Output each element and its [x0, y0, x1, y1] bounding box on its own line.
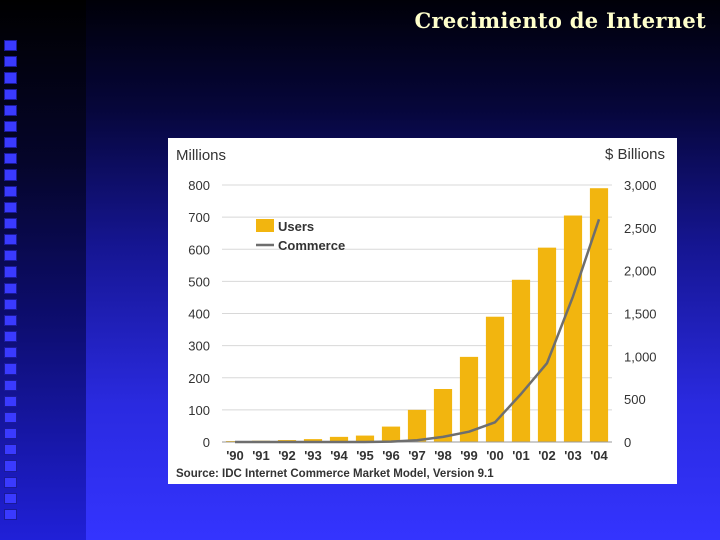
- category-label: '99: [460, 448, 478, 463]
- category-label: '90: [226, 448, 244, 463]
- left-tick-label: 800: [188, 178, 210, 193]
- bar-users: [485, 316, 505, 442]
- left-tick-label: 700: [188, 210, 210, 225]
- decorative-square: [4, 201, 17, 213]
- line-commerce: [235, 218, 601, 444]
- decorative-square: [4, 331, 17, 343]
- right-tick-label: 500: [624, 392, 646, 407]
- left-tick-label: 300: [188, 339, 210, 354]
- decorative-square: [4, 72, 17, 84]
- decorative-square: [4, 266, 17, 278]
- decorative-square: [4, 444, 17, 456]
- decorative-square: [4, 40, 17, 52]
- decorative-square: [4, 56, 17, 68]
- category-label: '02: [538, 448, 556, 463]
- category-label: '01: [512, 448, 530, 463]
- decorative-square: [4, 314, 17, 327]
- left-tick-label: 400: [188, 307, 210, 322]
- bar-users: [407, 409, 427, 442]
- decorative-square: [4, 282, 17, 294]
- bar-users: [355, 435, 375, 442]
- decorative-square: [4, 169, 17, 181]
- left-tick-label: 600: [188, 242, 210, 257]
- bar-users: [563, 215, 583, 442]
- decorative-square: [4, 185, 17, 197]
- legend-label-users: Users: [278, 219, 314, 234]
- decorative-square: [4, 379, 17, 391]
- slide-title: Crecimiento de Internet: [414, 8, 706, 33]
- category-label: '96: [382, 448, 400, 463]
- chart-source: Source: IDC Internet Commerce Market Mod…: [176, 468, 494, 480]
- decorative-square: [4, 508, 17, 521]
- legend-swatch-users: [256, 219, 274, 232]
- right-tick-label: 1,500: [624, 307, 657, 322]
- left-axis-title: Millions: [176, 147, 226, 164]
- category-label: '00: [486, 448, 504, 463]
- decorative-square: [4, 137, 17, 149]
- decorative-square: [4, 460, 17, 472]
- bar-users: [511, 279, 531, 442]
- right-tick-label: 3,000: [624, 178, 657, 193]
- bar-users: [537, 247, 557, 442]
- decorative-square: [4, 88, 17, 100]
- decorative-square: [4, 347, 17, 359]
- category-label: '91: [252, 448, 270, 463]
- decorative-square: [4, 153, 17, 165]
- decorative-squares: [4, 40, 20, 521]
- category-label: '98: [434, 448, 452, 463]
- left-tick-label: 200: [188, 371, 210, 386]
- decorative-square: [4, 411, 17, 424]
- right-axis-title: $ Billions: [605, 146, 665, 163]
- right-tick-label: 2,000: [624, 264, 657, 279]
- right-tick-label: 2,500: [624, 221, 657, 236]
- left-tick-label: 100: [188, 403, 210, 418]
- bar-users: [459, 356, 479, 442]
- legend-label-commerce: Commerce: [278, 238, 345, 253]
- category-label: '97: [408, 448, 426, 463]
- bar-users: [433, 388, 453, 442]
- bar-users: [381, 426, 401, 442]
- left-tick-label: 500: [188, 274, 210, 289]
- decorative-square: [4, 298, 17, 310]
- decorative-square: [4, 104, 17, 116]
- bar-users: [303, 439, 323, 442]
- chart-panel: Millions $ Billions 800 700 600 500 400 300 200 1…: [168, 138, 677, 484]
- decorative-square: [4, 395, 17, 407]
- bar-users: [589, 188, 609, 442]
- decorative-square: [4, 250, 17, 262]
- left-decorative-strip: [0, 0, 86, 540]
- decorative-square: [4, 428, 17, 440]
- category-label: '93: [304, 448, 322, 463]
- decorative-square: [4, 363, 17, 375]
- decorative-square: [4, 120, 17, 133]
- decorative-square: [4, 476, 17, 488]
- category-label: '94: [330, 448, 348, 463]
- left-tick-label: 0: [203, 435, 210, 450]
- decorative-square: [4, 234, 17, 246]
- category-label: '04: [590, 448, 608, 463]
- decorative-square: [4, 217, 17, 230]
- bar-users: [329, 436, 349, 442]
- right-tick-label: 0: [624, 435, 631, 450]
- decorative-square: [4, 492, 17, 504]
- category-label: '92: [278, 448, 296, 463]
- category-label: '95: [356, 448, 374, 463]
- users-commerce-chart: Millions $ Billions 800 700 600 500 400 300 200 1…: [176, 146, 665, 463]
- category-label: '03: [564, 448, 582, 463]
- right-tick-label: 1,000: [624, 349, 657, 364]
